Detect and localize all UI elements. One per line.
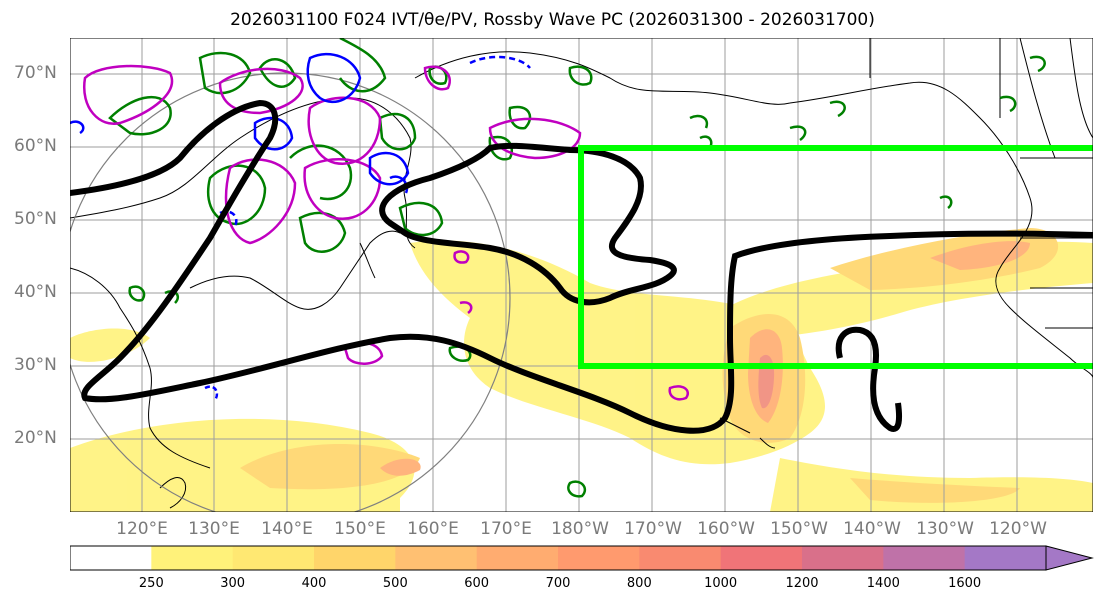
lat-label-30n: 30°N [14,355,57,375]
ivt-colorbar [70,545,1094,571]
colorbar-tick-label: 800 [626,576,652,591]
lon-label-170e: 170°E [480,519,532,539]
colorbar-cell [151,546,234,570]
colorbar-tick-label: 1200 [785,576,819,591]
colorbar-cell [395,546,478,570]
distance-circle [70,72,511,512]
colorbar-tick-label: 300 [220,576,246,591]
colorbar-cell [964,546,1047,570]
lon-label-160w: 160°W [697,519,755,539]
lon-label-130e: 130°E [188,519,240,539]
target-region-box [578,145,1093,369]
colorbar-cell [639,546,722,570]
colorbar-tick-label: 500 [382,576,408,591]
lon-label-170w: 170°W [624,519,682,539]
lon-label-130w: 130°W [916,519,974,539]
colorbar-tick-label: 600 [464,576,490,591]
colorbar-cell [883,546,966,570]
colorbar-tick-label: 1600 [948,576,982,591]
lon-label-150w: 150°W [770,519,828,539]
lon-label-140w: 140°W [843,519,901,539]
map-title: 2026031100 F024 IVT/θe/PV, Rossby Wave P… [230,10,875,30]
lon-label-150e: 150°E [334,519,386,539]
lat-label-50n: 50°N [14,209,57,229]
colorbar-cell [476,546,559,570]
colorbar-cell [70,546,152,570]
colorbar-cell [232,546,315,570]
colorbar-cell [802,546,884,570]
lon-label-140e: 140°E [261,519,313,539]
lat-label-20n: 20°N [14,428,57,448]
colorbar-cell [558,546,640,570]
lon-label-180w: 180°W [551,519,609,539]
map-panel [70,38,1093,512]
lat-label-60n: 60°N [14,136,57,156]
colorbar-tick-label: 1400 [866,576,900,591]
lon-label-160e: 160°E [407,519,459,539]
lat-label-40n: 40°N [14,282,57,302]
lon-label-120w: 120°W [989,519,1047,539]
colorbar-cell [314,546,396,570]
colorbar-tick-label: 400 [301,576,327,591]
colorbar-tick-label: 1000 [704,576,738,591]
lat-label-70n: 70°N [14,63,57,83]
colorbar-tick-label: 250 [138,576,164,591]
colorbar-cell [720,546,803,570]
lon-label-120e: 120°E [116,519,168,539]
colorbar-tick-label: 700 [545,576,571,591]
